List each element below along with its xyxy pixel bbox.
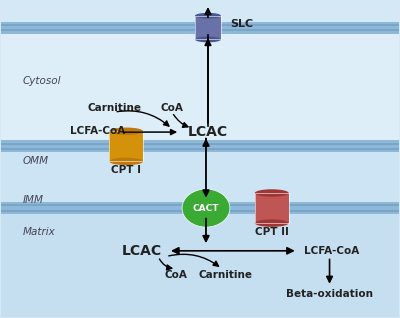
Bar xyxy=(1,143,399,144)
Bar xyxy=(1,202,399,214)
Text: CACT: CACT xyxy=(193,204,219,212)
Text: LCAC: LCAC xyxy=(188,125,228,139)
Text: Cytosol: Cytosol xyxy=(23,76,61,86)
Bar xyxy=(1,24,399,26)
Bar xyxy=(1,140,399,152)
Bar xyxy=(255,193,289,223)
Circle shape xyxy=(182,189,230,227)
Text: IMM: IMM xyxy=(23,195,44,205)
Bar xyxy=(195,16,221,39)
Ellipse shape xyxy=(195,37,221,42)
Text: LCFA-CoA: LCFA-CoA xyxy=(70,126,126,136)
Ellipse shape xyxy=(109,128,143,135)
Ellipse shape xyxy=(195,13,221,19)
Text: CPT II: CPT II xyxy=(255,226,289,237)
Text: CoA: CoA xyxy=(165,270,188,280)
Bar xyxy=(1,22,399,34)
Text: Carnitine: Carnitine xyxy=(199,270,253,280)
Ellipse shape xyxy=(255,219,289,227)
Bar xyxy=(109,131,143,161)
Bar xyxy=(1,1,399,22)
Bar xyxy=(109,131,143,161)
Text: CPT I: CPT I xyxy=(111,165,141,175)
Bar xyxy=(1,148,399,150)
Text: SLC: SLC xyxy=(230,19,253,29)
Bar xyxy=(1,214,399,317)
Ellipse shape xyxy=(255,189,289,197)
Text: OMM: OMM xyxy=(23,156,49,166)
Bar xyxy=(1,34,399,140)
Text: Carnitine: Carnitine xyxy=(87,103,141,113)
Bar xyxy=(1,210,399,212)
Bar xyxy=(1,152,399,202)
Text: LCAC: LCAC xyxy=(122,244,162,258)
Text: Matrix: Matrix xyxy=(23,227,55,237)
Text: Beta-oxidation: Beta-oxidation xyxy=(286,288,373,299)
Bar xyxy=(1,204,399,206)
Bar xyxy=(255,193,289,223)
Bar xyxy=(1,29,399,31)
Ellipse shape xyxy=(109,158,143,165)
Bar xyxy=(195,16,221,39)
Text: LCFA-CoA: LCFA-CoA xyxy=(304,246,359,256)
Text: CoA: CoA xyxy=(161,103,184,113)
